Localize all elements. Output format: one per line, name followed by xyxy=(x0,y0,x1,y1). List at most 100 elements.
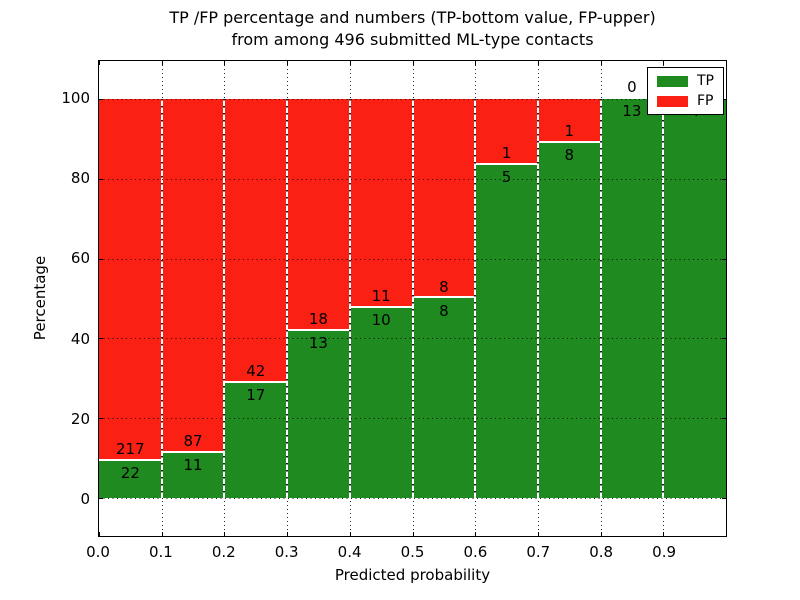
h-gridline xyxy=(99,98,726,100)
stacked-bar xyxy=(349,98,413,499)
x-axis-label: Predicted probability xyxy=(334,566,491,584)
bar-separator xyxy=(160,98,163,499)
h-gridline xyxy=(99,258,726,260)
x-tick-label: 0.7 xyxy=(526,543,551,561)
x-tick-mark xyxy=(99,61,100,65)
x-tick-mark xyxy=(99,532,100,536)
bar-separator xyxy=(536,98,539,499)
h-gridline xyxy=(99,498,726,500)
tp-segment xyxy=(663,98,726,499)
x-tick-mark xyxy=(475,532,477,536)
tp-count-label: 10 xyxy=(371,311,391,329)
x-tick-mark xyxy=(475,61,477,65)
tp-segment xyxy=(412,298,476,499)
x-tick-label: 0.6 xyxy=(463,543,488,561)
fp-segment xyxy=(287,98,350,331)
tp-segment xyxy=(349,308,413,499)
x-tick-label: 0.5 xyxy=(400,543,425,561)
y-tick-label: 60 xyxy=(70,249,90,268)
tp-segment xyxy=(475,165,538,499)
tp-segment xyxy=(287,330,350,499)
x-tick-mark xyxy=(600,61,602,65)
y-tick-mark xyxy=(722,98,726,100)
tp-count-label: 22 xyxy=(120,464,140,483)
x-tick-label: 0.0 xyxy=(86,543,110,561)
fp-count-label: 8 xyxy=(439,277,449,296)
y-tick-label: 80 xyxy=(70,169,90,188)
fp-count-label: 1 xyxy=(501,144,512,163)
x-tick-mark xyxy=(663,61,665,65)
tp-segment xyxy=(161,453,225,499)
y-axis-label: Percentage xyxy=(31,255,49,341)
tp-count-label: 17 xyxy=(246,386,266,405)
stacked-bar xyxy=(412,98,476,499)
stacked-bar xyxy=(537,98,601,499)
y-tick-mark xyxy=(99,498,103,500)
bars-layer xyxy=(99,98,726,499)
y-tick-mark xyxy=(99,338,103,340)
y-tick-mark xyxy=(722,418,726,420)
chart-title: TP /FP percentage and numbers (TP-bottom… xyxy=(98,7,727,51)
x-tick-mark xyxy=(412,532,414,536)
y-tick-mark xyxy=(722,498,726,500)
y-tick-mark xyxy=(99,258,103,260)
x-tick-mark xyxy=(349,61,351,65)
plot-area: 21722871142171813111088151801304 xyxy=(98,60,727,537)
y-tick-mark xyxy=(722,258,726,260)
legend-row-fp: FP xyxy=(657,94,714,108)
fp-count-label: 11 xyxy=(371,287,391,305)
bar-separator xyxy=(599,98,602,499)
chart-title-line1: TP /FP percentage and numbers (TP-bottom… xyxy=(169,8,656,27)
x-tick-mark xyxy=(161,532,163,536)
tp-count-label: 5 xyxy=(501,168,512,187)
bar-separator xyxy=(223,98,226,499)
y-tick-label: 100 xyxy=(61,89,90,108)
x-tick-label: 0.1 xyxy=(148,543,173,561)
fp-count-label: 18 xyxy=(308,309,328,328)
tp-segment xyxy=(600,98,664,499)
chart-title-line2: from among 496 submitted ML-type contact… xyxy=(231,30,594,49)
h-gridline xyxy=(99,418,726,420)
x-tick-mark xyxy=(600,532,602,536)
y-tick-label: 40 xyxy=(70,329,90,348)
y-tick-label: 0 xyxy=(80,489,90,508)
fp-swatch-icon xyxy=(657,95,688,107)
x-tick-mark xyxy=(663,532,665,536)
tp-count-label: 13 xyxy=(622,101,642,120)
y-tick-mark xyxy=(99,98,103,100)
fp-segment xyxy=(412,98,476,299)
bar-separator xyxy=(474,98,477,499)
tp-count-label: 8 xyxy=(564,146,574,165)
stacked-bar xyxy=(600,98,664,499)
stacked-bar xyxy=(99,98,162,499)
bar-separator xyxy=(411,98,414,499)
x-tick-mark xyxy=(537,532,539,536)
stacked-bar xyxy=(475,98,538,499)
x-tick-mark xyxy=(349,532,351,536)
x-tick-label: 0.8 xyxy=(589,543,614,561)
tp-count-label: 11 xyxy=(183,456,203,475)
stacked-bar xyxy=(287,98,350,499)
tp-swatch-icon xyxy=(657,75,688,87)
stacked-bar xyxy=(224,98,288,499)
legend-row-tp: TP xyxy=(657,74,714,88)
fp-segment xyxy=(224,98,288,384)
legend-label-fp: FP xyxy=(697,93,714,109)
y-tick-label: 20 xyxy=(70,409,90,428)
y-tick-mark xyxy=(722,338,726,340)
h-gridline xyxy=(99,178,726,180)
fp-count-label: 0 xyxy=(627,77,637,96)
tp-count-label: 8 xyxy=(439,301,449,320)
x-tick-label: 0.2 xyxy=(211,543,236,561)
x-tick-mark xyxy=(224,61,226,65)
x-tick-mark xyxy=(161,61,163,65)
y-tick-mark xyxy=(99,178,103,180)
h-gridline xyxy=(99,338,726,340)
fp-count-label: 1 xyxy=(564,122,574,141)
stacked-bar xyxy=(161,98,225,499)
legend: TP FP xyxy=(647,67,724,115)
fp-count-label: 217 xyxy=(116,440,145,459)
x-tick-label: 0.4 xyxy=(337,543,362,561)
plot-layers: 21722871142171813111088151801304 xyxy=(99,61,726,536)
